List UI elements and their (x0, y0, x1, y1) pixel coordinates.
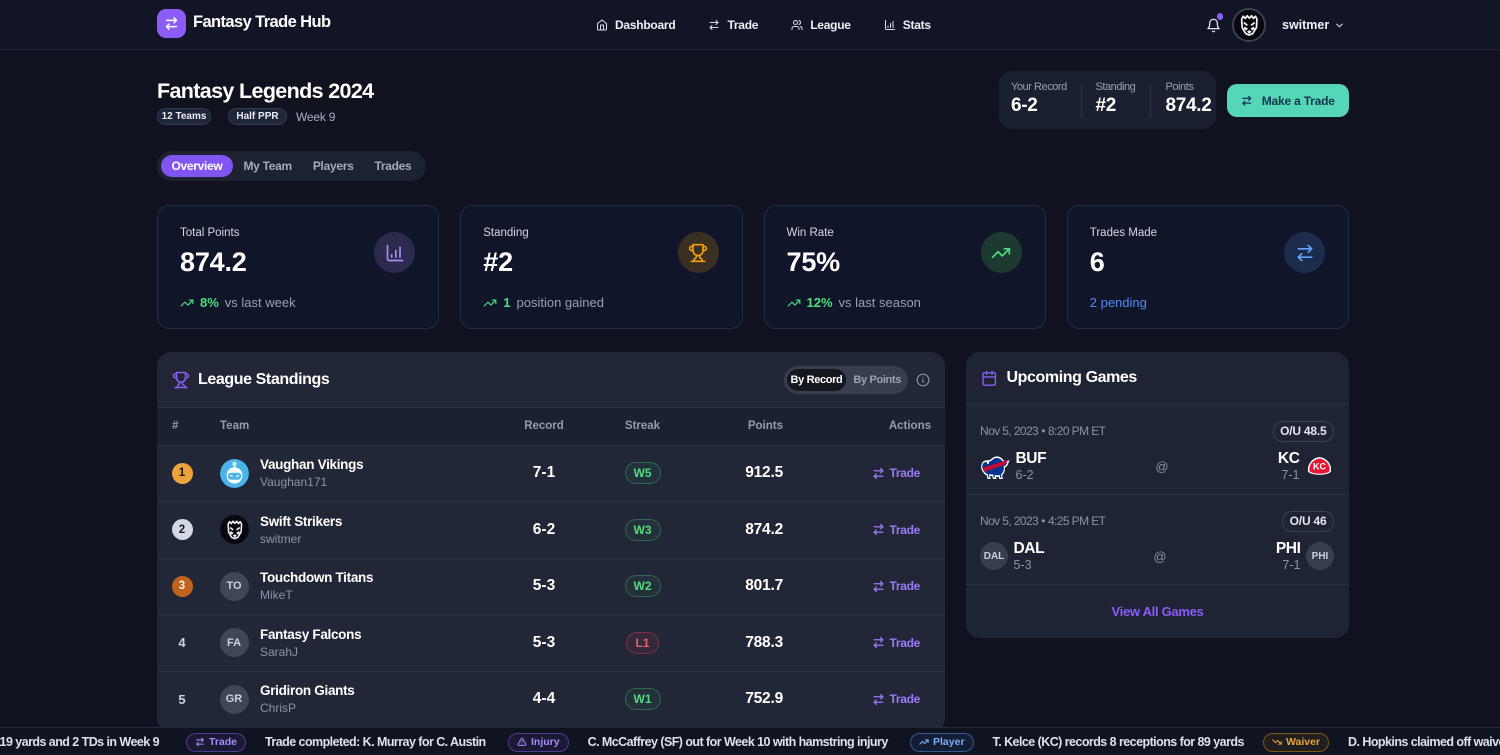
svg-text:KC: KC (1313, 462, 1326, 472)
